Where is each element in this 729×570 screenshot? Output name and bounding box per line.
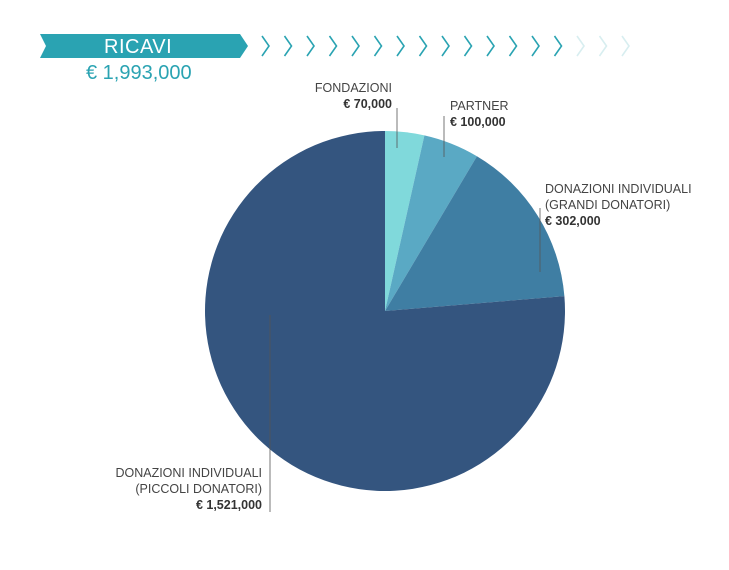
title-ribbon — [40, 34, 248, 58]
chevron — [598, 35, 608, 57]
value-label: € 1,521,000 — [195, 498, 262, 512]
category-label: DONAZIONI INDIVIDUALI (PICCOLI DONATORI) — [115, 466, 262, 496]
value-label: € 70,000 — [343, 97, 392, 111]
pie-slice — [205, 131, 565, 491]
chevron — [463, 35, 473, 57]
chevron — [486, 35, 495, 57]
chevron — [328, 35, 338, 57]
chevron — [306, 35, 315, 57]
slice-label: DONAZIONI INDIVIDUALI (PICCOLI DONATORI)… — [92, 465, 262, 513]
value-label: € 302,000 — [545, 214, 601, 228]
chevron — [396, 35, 405, 57]
chevron — [418, 35, 428, 57]
chevron — [508, 35, 518, 57]
pie-slice — [385, 131, 425, 311]
category-label: FONDAZIONI — [314, 81, 392, 95]
chevron — [351, 35, 360, 57]
chevron — [283, 35, 293, 57]
chart-subtitle: € 1,993,000 — [86, 62, 192, 84]
value-label: € 100,000 — [450, 115, 506, 129]
chevron — [553, 35, 563, 57]
slice-label: PARTNER € 100,000 — [450, 98, 620, 130]
chevron — [373, 35, 383, 57]
chevron — [441, 35, 450, 57]
pie-slice — [385, 156, 565, 311]
slice-label: FONDAZIONI € 70,000 — [222, 80, 392, 112]
chevron — [531, 35, 540, 57]
pie-slice — [385, 135, 477, 311]
category-label: DONAZIONI INDIVIDUALI (GRANDI DONATORI) — [545, 182, 692, 212]
chevron — [621, 35, 630, 57]
chevrons — [261, 35, 630, 57]
chart-title: RICAVI — [104, 36, 173, 58]
category-label: PARTNER — [450, 99, 509, 113]
chevron — [576, 35, 585, 57]
chevron — [261, 35, 270, 57]
slice-label: DONAZIONI INDIVIDUALI (GRANDI DONATORI) €… — [545, 181, 720, 229]
